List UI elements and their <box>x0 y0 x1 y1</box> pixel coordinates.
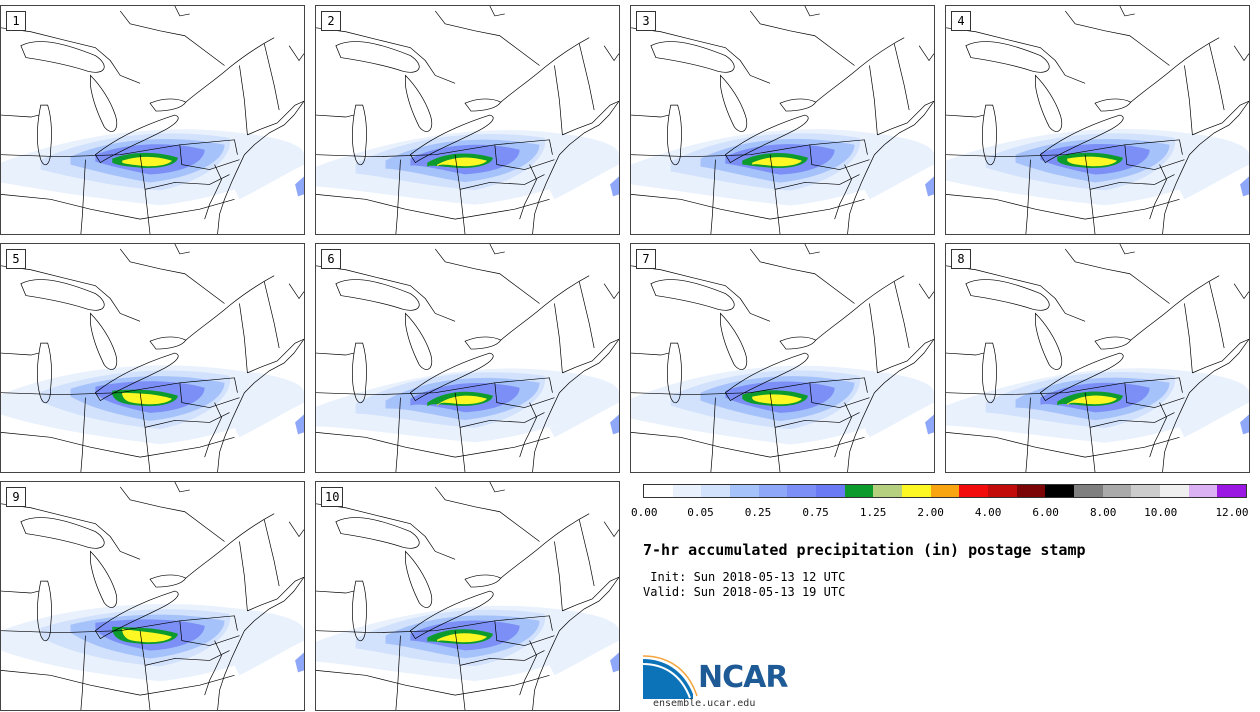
precip-contour <box>122 156 172 167</box>
precip-contour <box>295 652 304 673</box>
colorbar-swatch <box>758 485 788 497</box>
member-label: 5 <box>6 249 26 269</box>
colorbar-tick-label: 0.25 <box>744 506 772 519</box>
precip-contour <box>1067 156 1117 167</box>
precip-contour <box>610 176 619 197</box>
precip-contour <box>752 157 802 167</box>
precip-contour <box>122 392 172 405</box>
ncar-logo-icon <box>643 655 698 699</box>
postage-stamp-map: 10 <box>315 481 620 711</box>
ncar-logo-text: NCAR <box>698 660 788 695</box>
colorbar-tick-label: 0.75 <box>802 506 829 519</box>
member-label: 7 <box>636 249 656 269</box>
colorbar-swatch <box>816 485 845 497</box>
colorbar-swatch <box>1188 485 1218 497</box>
colorbar-tick-label: 12.00 <box>1215 506 1249 519</box>
valid-time: Valid: Sun 2018-05-13 19 UTC <box>643 585 846 599</box>
postage-stamp-map: 3 <box>630 5 935 235</box>
precip-contour <box>122 628 172 643</box>
colorbar-swatch <box>787 485 817 497</box>
precip-contour <box>1240 414 1249 435</box>
colorbar-tick-label: 4.00 <box>974 506 1002 519</box>
colorbar-tick-label: 2.00 <box>917 506 944 519</box>
postage-stamp-map: 6 <box>315 243 620 473</box>
precip-contour <box>549 154 619 200</box>
precip-contour <box>437 395 487 407</box>
member-label: 2 <box>321 11 341 31</box>
colorbar-tick-label: 10.00 <box>1144 506 1178 519</box>
precip-contour <box>1067 395 1117 406</box>
precip-contour <box>925 176 934 197</box>
colorbar-swatch <box>1016 485 1046 497</box>
colorbar-swatch <box>1160 485 1189 497</box>
colorbar-tick-label: 1.25 <box>859 506 887 519</box>
colorbar <box>643 484 1247 498</box>
precip-contour <box>234 154 304 200</box>
colorbar-swatch <box>644 485 673 497</box>
colorbar-swatch <box>1217 485 1247 497</box>
member-label: 9 <box>6 487 26 507</box>
precip-contour <box>437 633 487 643</box>
postage-stamp-map: 9 <box>0 481 305 711</box>
colorbar-swatch <box>930 485 960 497</box>
precip-contour <box>752 394 802 405</box>
precip-contour <box>610 652 619 673</box>
member-label: 4 <box>951 11 971 31</box>
colorbar-swatch <box>701 485 731 497</box>
precip-contour <box>1179 154 1249 200</box>
member-label: 10 <box>321 487 344 507</box>
precip-contour <box>1240 176 1249 197</box>
precip-contour <box>864 392 934 438</box>
precip-contour <box>610 414 619 435</box>
member-label: 3 <box>636 11 656 31</box>
colorbar-swatch <box>988 485 1017 497</box>
member-label: 8 <box>951 249 971 269</box>
colorbar-swatch <box>1102 485 1132 497</box>
colorbar-swatch <box>902 485 931 497</box>
precip-contour <box>864 154 934 200</box>
init-time: Init: Sun 2018-05-13 12 UTC <box>643 570 846 584</box>
postage-stamp-map: 2 <box>315 5 620 235</box>
colorbar-tick-label: 0.00 <box>631 506 658 519</box>
site-url: ensemble.ucar.edu <box>653 698 756 709</box>
postage-stamp-map: 5 <box>0 243 305 473</box>
precip-contour <box>295 176 304 197</box>
chart-title: 7-hr accumulated precipitation (in) post… <box>643 541 1086 559</box>
postage-stamp-map: 4 <box>945 5 1250 235</box>
precip-contour <box>295 414 304 435</box>
postage-stamp-map: 7 <box>630 243 935 473</box>
colorbar-swatch <box>959 485 989 497</box>
member-label: 6 <box>321 249 341 269</box>
colorbar-swatch <box>1045 485 1075 497</box>
colorbar-swatch <box>730 485 759 497</box>
precip-contour <box>234 630 304 676</box>
colorbar-swatch <box>844 485 874 497</box>
member-label: 1 <box>6 11 26 31</box>
precip-contour <box>925 414 934 435</box>
precip-contour <box>1179 392 1249 438</box>
precip-contour <box>437 157 487 167</box>
precip-contour <box>234 392 304 438</box>
colorbar-tick-label: 8.00 <box>1089 506 1117 519</box>
colorbar-swatch <box>1074 485 1103 497</box>
precip-contour <box>549 630 619 676</box>
colorbar-tick-labels: 0.00 0.05 0.25 0.75 1.25 2.00 4.00 6.00 8.00 10.0… <box>631 506 1249 520</box>
colorbar-swatch <box>672 485 702 497</box>
postage-stamp-map: 1 <box>0 5 305 235</box>
precip-contour <box>549 392 619 438</box>
postage-stamp-map: 8 <box>945 243 1250 473</box>
colorbar-tick-label: 0.05 <box>687 506 714 519</box>
colorbar-tick-label: 6.00 <box>1032 506 1059 519</box>
colorbar-swatch <box>873 485 903 497</box>
colorbar-swatch <box>1131 485 1161 497</box>
